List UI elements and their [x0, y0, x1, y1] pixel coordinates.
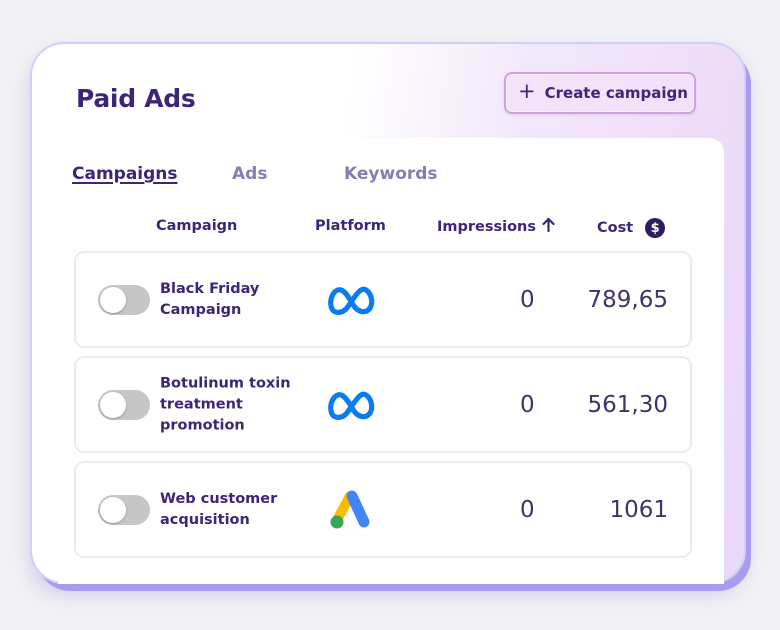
google-ads-logo-icon [326, 490, 378, 530]
table-row[interactable]: Black Friday Campaign 0 789,65 [74, 251, 692, 348]
campaign-toggle[interactable] [98, 389, 150, 420]
create-campaign-label: Create campaign [544, 84, 688, 102]
meta-logo-icon [326, 385, 378, 425]
cost-value: 789,65 [587, 286, 668, 313]
page-title: Paid Ads [76, 84, 196, 113]
campaigns-panel: Campaigns Ads Keywords Campaign Platform… [58, 138, 724, 584]
create-campaign-button[interactable]: + Create campaign [504, 72, 696, 114]
impressions-value: 0 [520, 496, 535, 523]
cost-value: 1061 [609, 496, 668, 523]
campaign-name: Web customer acquisition [160, 490, 278, 528]
column-header-cost: Cost $ [597, 218, 666, 238]
paid-ads-card: Paid Ads + Create campaign Campaigns Ads… [30, 42, 746, 584]
impressions-value: 0 [520, 391, 535, 418]
plus-icon: + [518, 79, 536, 103]
column-header-impressions[interactable]: Impressions [437, 217, 555, 236]
dollar-coin-icon: $ [645, 218, 666, 238]
column-platform-label: Platform [315, 218, 386, 234]
tab-keywords[interactable]: Keywords [344, 164, 438, 184]
cost-value: 561,30 [587, 391, 668, 418]
impressions-value: 0 [520, 286, 535, 313]
table-row[interactable]: Botulinum toxin treatment promotion 0 56… [74, 356, 692, 453]
column-campaign-label: Campaign [156, 218, 238, 234]
campaign-name: Botulinum toxin treatment promotion [160, 375, 291, 433]
campaign-name: Black Friday Campaign [160, 280, 260, 318]
arrow-up-sort-icon[interactable] [542, 217, 555, 236]
column-header-campaign: Campaign [156, 218, 237, 234]
campaign-toggle[interactable] [98, 284, 150, 315]
column-header-platform: Platform [315, 218, 386, 234]
column-cost-label: Cost [597, 220, 634, 236]
tab-campaigns[interactable]: Campaigns [72, 164, 178, 184]
column-impressions-label: Impressions [437, 219, 537, 235]
campaign-toggle[interactable] [98, 494, 150, 525]
tab-ads[interactable]: Ads [232, 164, 268, 184]
meta-logo-icon [326, 280, 378, 320]
table-row[interactable]: Web customer acquisition 0 1061 [74, 461, 692, 558]
